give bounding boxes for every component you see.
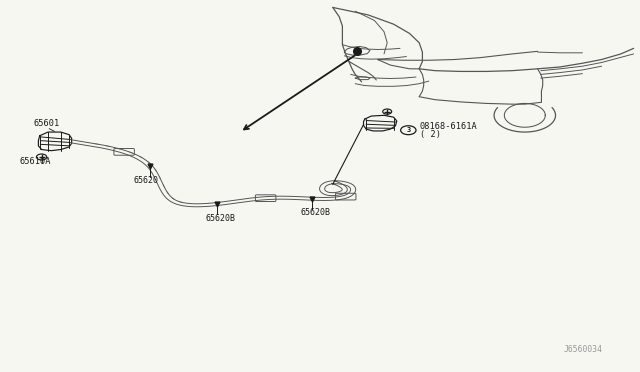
FancyBboxPatch shape [114, 148, 134, 155]
Text: 65620B: 65620B [205, 214, 236, 223]
Text: 3: 3 [406, 127, 410, 133]
Text: 65620: 65620 [134, 176, 159, 185]
Text: 08168-6161A: 08168-6161A [420, 122, 477, 131]
Text: J6560034: J6560034 [563, 344, 602, 353]
Text: 65620B: 65620B [301, 208, 331, 218]
Text: ( 2): ( 2) [420, 130, 441, 139]
FancyBboxPatch shape [335, 193, 356, 200]
Text: 65610A: 65610A [19, 157, 51, 166]
FancyBboxPatch shape [255, 195, 276, 202]
Text: 65601: 65601 [33, 119, 60, 128]
